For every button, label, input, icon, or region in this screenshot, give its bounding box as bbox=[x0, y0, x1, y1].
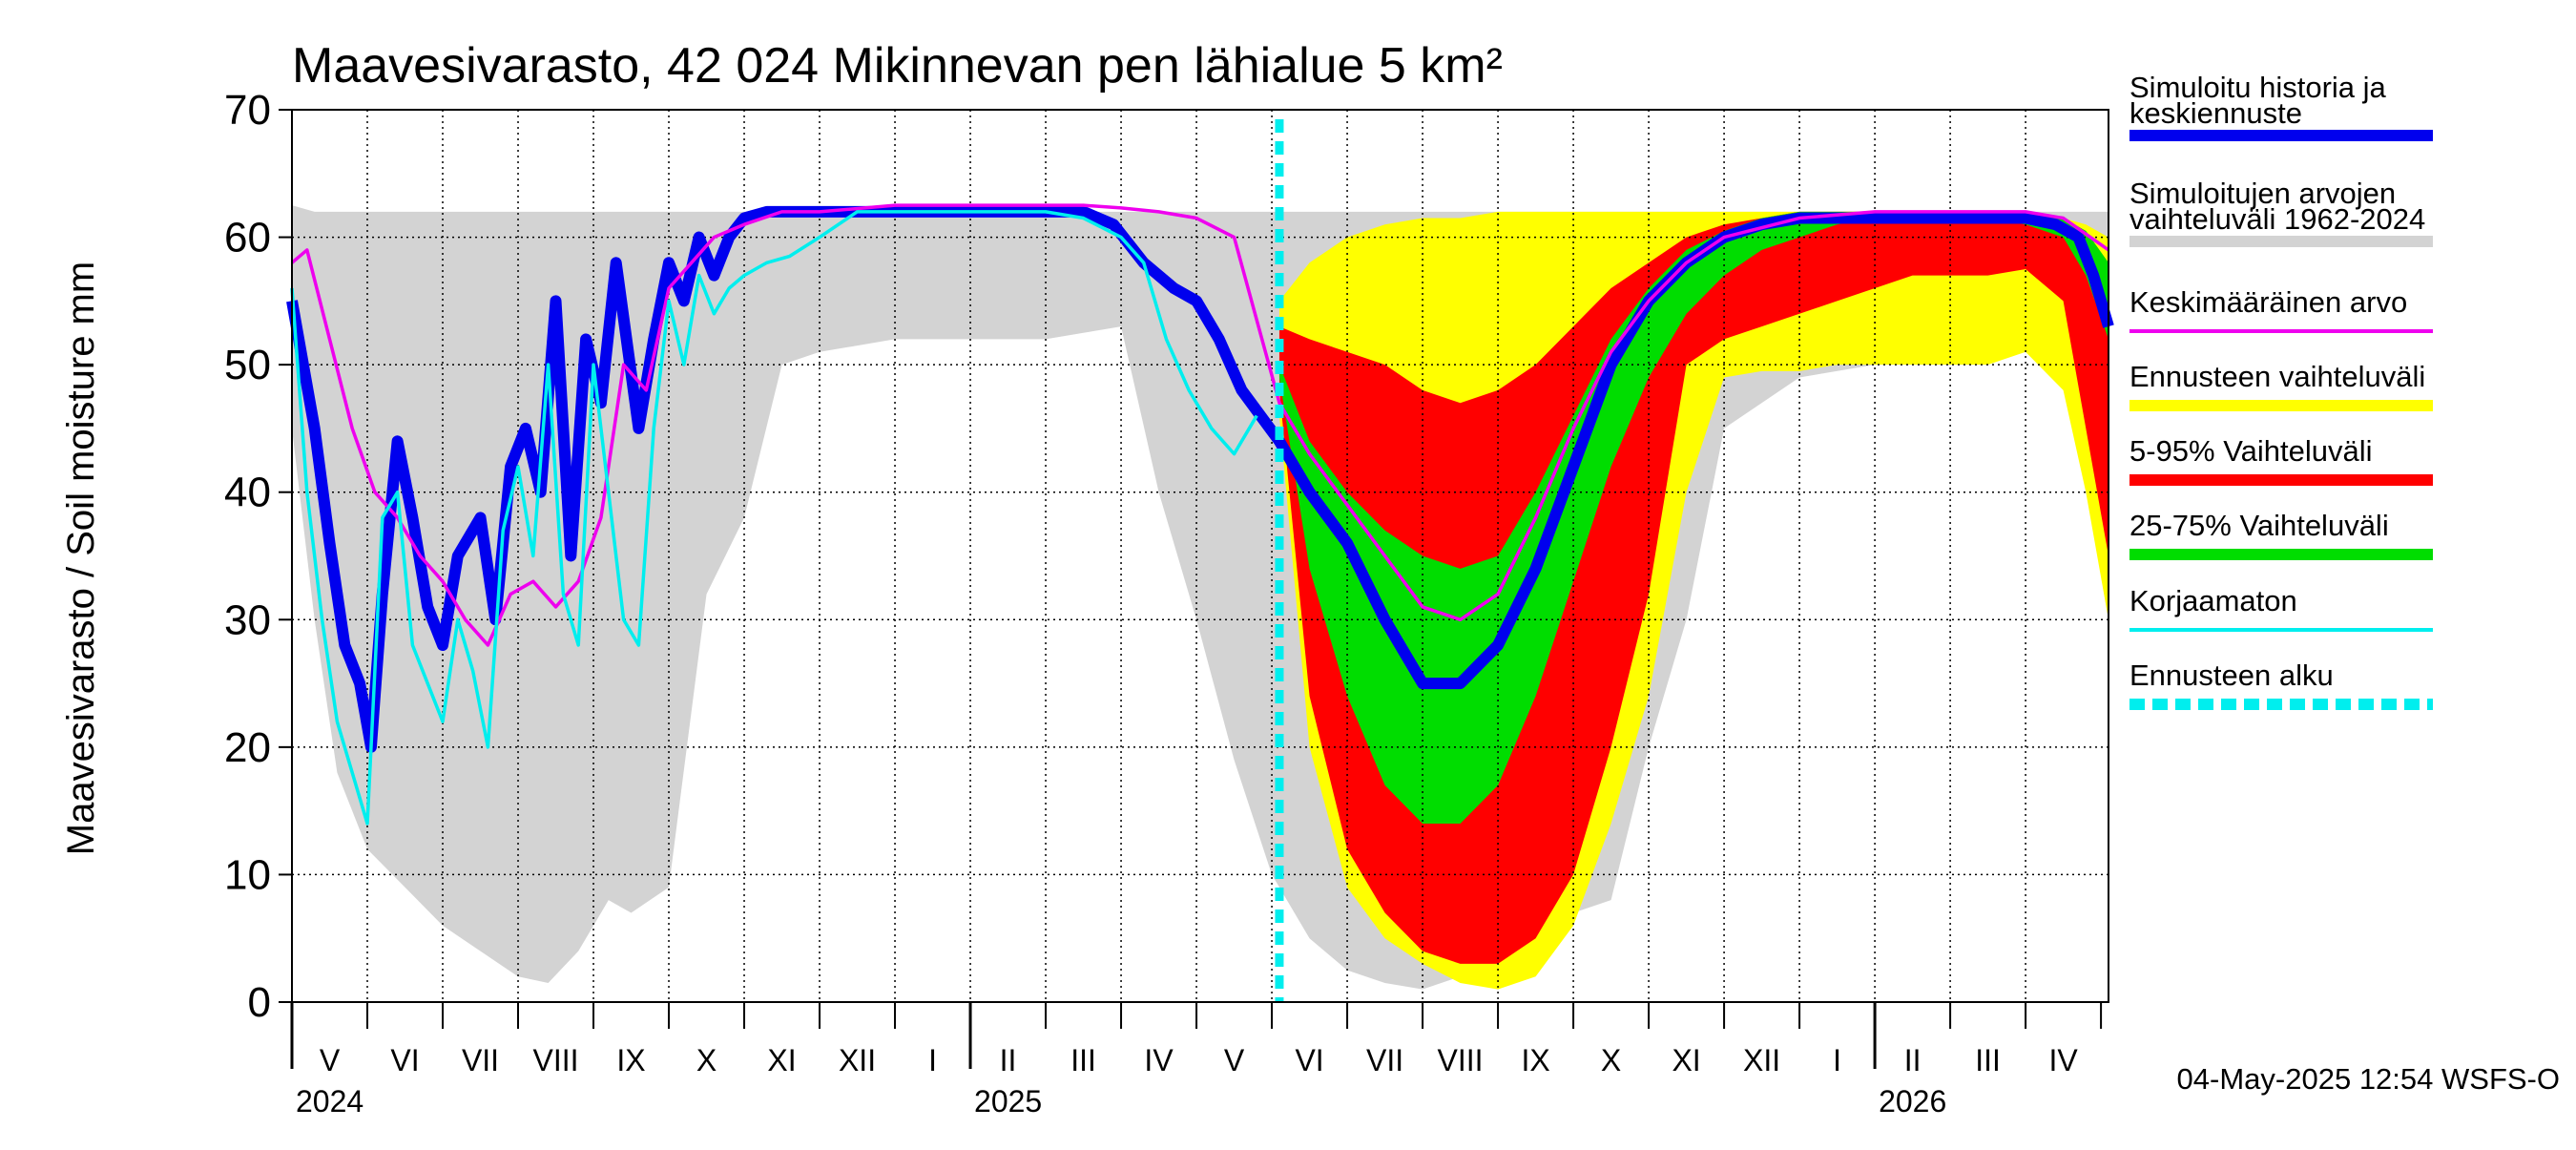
legend-label-5: 25-75% Vaihteluväli bbox=[2129, 509, 2389, 542]
year-label-0: 2024 bbox=[296, 1084, 364, 1119]
month-label-2: VII bbox=[462, 1043, 499, 1077]
series-lines bbox=[286, 203, 2114, 826]
legend-label2-1: vaihteluväli 1962-2024 bbox=[2129, 202, 2425, 236]
ytick-label-6: 60 bbox=[224, 215, 271, 261]
legend-label-3: Ennusteen vaihteluväli bbox=[2129, 360, 2425, 393]
month-label-23: IV bbox=[2048, 1043, 2078, 1077]
legend-label-1: Simuloitujen arvojen bbox=[2129, 177, 2396, 210]
month-label-18: XI bbox=[1672, 1043, 1700, 1077]
legend-label2-0: keskiennuste bbox=[2129, 96, 2302, 130]
chart-title: Maavesivarasto, 42 024 Mikinnevan pen lä… bbox=[292, 38, 1503, 94]
ytick-label-1: 10 bbox=[224, 851, 271, 898]
range-bands bbox=[292, 205, 2109, 990]
month-label-13: VI bbox=[1295, 1043, 1323, 1077]
month-label-3: VIII bbox=[533, 1043, 579, 1077]
month-label-21: II bbox=[1904, 1043, 1922, 1077]
ytick-label-2: 20 bbox=[224, 724, 271, 771]
series-line-2 bbox=[290, 210, 1258, 826]
ytick-label-0: 0 bbox=[248, 979, 271, 1026]
month-label-19: XII bbox=[1743, 1043, 1780, 1077]
month-label-8: I bbox=[928, 1043, 937, 1077]
month-label-7: XII bbox=[839, 1043, 876, 1077]
year-label-2: 2026 bbox=[1879, 1084, 1946, 1119]
footer-timestamp: 04-May-2025 12:54 WSFS-O bbox=[2177, 1062, 2560, 1096]
band-3 bbox=[1278, 211, 2109, 824]
month-label-9: II bbox=[1000, 1043, 1017, 1077]
month-label-4: IX bbox=[616, 1043, 645, 1077]
ytick-label-4: 40 bbox=[224, 470, 271, 516]
ytick-label-3: 30 bbox=[224, 596, 271, 643]
month-label-12: V bbox=[1224, 1043, 1245, 1077]
legend-label-4: 5-95% Vaihteluväli bbox=[2129, 434, 2372, 468]
month-label-20: I bbox=[1833, 1043, 1841, 1077]
year-label-1: 2025 bbox=[974, 1084, 1042, 1119]
legend-label-2: Keskimääräinen arvo bbox=[2129, 285, 2407, 319]
legend-label-7: Ennusteen alku bbox=[2129, 659, 2334, 692]
month-label-22: III bbox=[1975, 1043, 2001, 1077]
month-label-11: IV bbox=[1144, 1043, 1174, 1077]
ytick-label-7: 70 bbox=[224, 87, 271, 134]
month-label-6: XI bbox=[767, 1043, 796, 1077]
month-label-1: VI bbox=[390, 1043, 419, 1077]
month-label-16: IX bbox=[1521, 1043, 1549, 1077]
y-axis-ticks: 0 10 20 30 40 50 60 70 bbox=[224, 87, 292, 1026]
month-label-17: X bbox=[1601, 1043, 1621, 1077]
month-label-15: VIII bbox=[1438, 1043, 1484, 1077]
month-label-0: V bbox=[320, 1043, 341, 1077]
month-label-14: VII bbox=[1366, 1043, 1403, 1077]
series-line-1 bbox=[290, 203, 2110, 647]
plot-frame bbox=[291, 109, 2109, 1003]
legend-label-6: Korjaamaton bbox=[2129, 584, 2297, 617]
month-label-5: X bbox=[696, 1043, 717, 1077]
y-axis-label: Maavesivarasto / Soil moisture mm bbox=[60, 261, 102, 855]
ytick-label-5: 50 bbox=[224, 342, 271, 388]
month-label-10: III bbox=[1070, 1043, 1096, 1077]
legend-label-0: Simuloitu historia ja bbox=[2129, 71, 2387, 104]
